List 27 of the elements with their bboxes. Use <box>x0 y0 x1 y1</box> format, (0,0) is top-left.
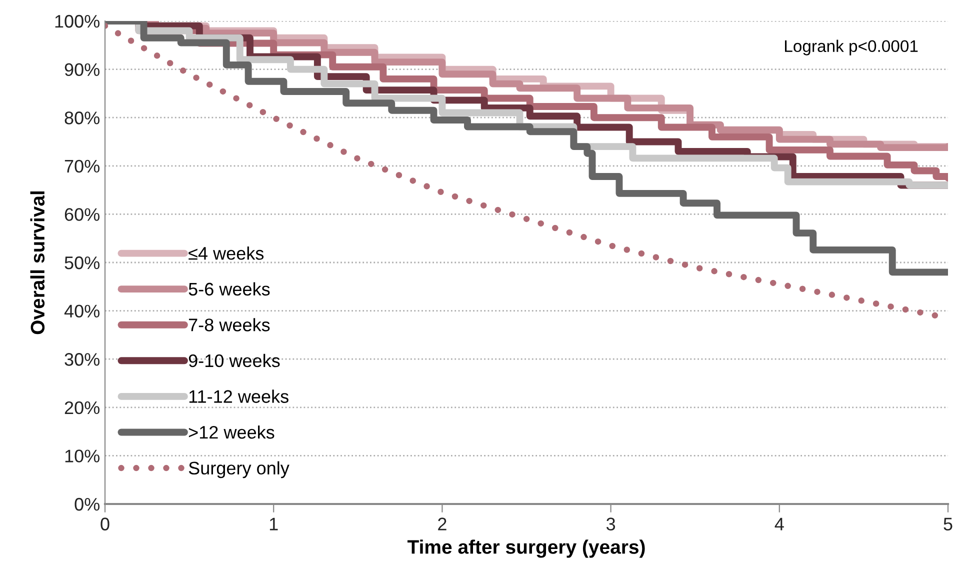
y-tick-label: 60% <box>64 208 100 221</box>
legend-label: 9-10 weeks <box>188 354 280 368</box>
legend-label: ≤4 weeks <box>188 246 264 260</box>
y-tick-label: 100% <box>55 14 100 28</box>
x-tick-label: 1 <box>270 518 278 530</box>
x-tick-label: 3 <box>606 518 616 530</box>
y-tick-label: 30% <box>64 353 100 366</box>
y-tick-label: 80% <box>64 112 100 124</box>
x-axis-title: Time after surgery (years) <box>407 540 645 558</box>
legend-label: 7-8 weeks <box>188 318 270 332</box>
y-tick-label: 40% <box>64 304 100 318</box>
x-tick-label: 2 <box>438 518 446 530</box>
legend-label: 5-6 weeks <box>188 282 270 296</box>
y-tick-label: 0% <box>74 498 100 511</box>
legend-label: 11-12 weeks <box>189 390 288 403</box>
x-tick-label: 0 <box>100 518 110 530</box>
x-tick-label: 5 <box>944 518 952 530</box>
x-tick-label: 4 <box>774 518 784 530</box>
annotation: Logrank p<0.0001 <box>785 40 918 56</box>
y-tick-label: 20% <box>64 401 100 414</box>
y-axis-title: Overall survival <box>30 191 45 334</box>
y-tick-label: 50% <box>64 256 100 270</box>
legend-label: >12 weeks <box>188 425 274 439</box>
y-tick-label: 10% <box>65 450 100 462</box>
y-tick-label: 90% <box>64 63 100 76</box>
legend-label: Surgery only <box>188 461 290 478</box>
y-tick-label: 70% <box>64 160 100 173</box>
